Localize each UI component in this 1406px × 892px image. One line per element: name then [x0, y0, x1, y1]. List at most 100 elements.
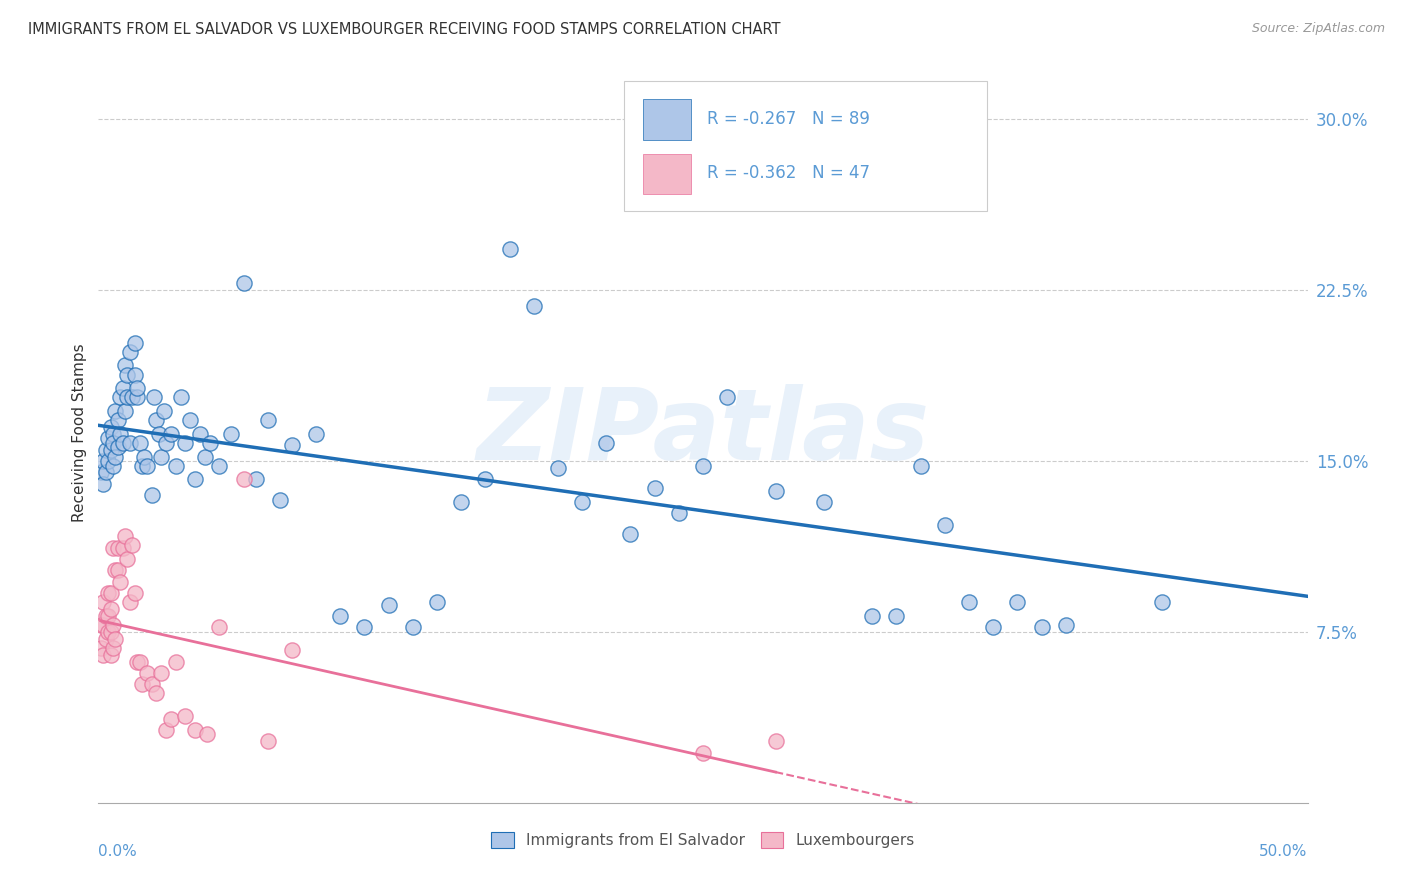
- Point: [402, 620, 425, 634]
- Point: [131, 677, 153, 691]
- Point: [305, 426, 328, 441]
- Point: [100, 420, 122, 434]
- Point: [101, 426, 124, 441]
- Point: [141, 677, 163, 691]
- Point: [195, 727, 218, 741]
- Point: [232, 277, 254, 291]
- Point: [208, 620, 231, 634]
- Point: [886, 609, 908, 624]
- Point: [121, 390, 143, 404]
- Point: [547, 461, 569, 475]
- Point: [90, 618, 112, 632]
- Point: [765, 483, 787, 498]
- Point: [256, 413, 278, 427]
- Point: [910, 458, 932, 473]
- Point: [97, 454, 120, 468]
- Point: [523, 299, 546, 313]
- Point: [169, 390, 191, 404]
- Point: [107, 541, 129, 555]
- Point: [114, 529, 136, 543]
- Point: [90, 466, 112, 480]
- Point: [97, 586, 120, 600]
- Point: [118, 344, 141, 359]
- Point: [208, 458, 231, 473]
- Point: [111, 435, 134, 450]
- Point: [269, 492, 291, 507]
- Point: [148, 426, 170, 441]
- Point: [179, 413, 201, 427]
- Point: [256, 734, 278, 748]
- Point: [131, 458, 153, 473]
- Point: [117, 390, 139, 404]
- Point: [94, 466, 117, 480]
- Point: [184, 472, 207, 486]
- Point: [118, 435, 141, 450]
- Point: [134, 450, 156, 464]
- Point: [114, 404, 136, 418]
- Point: [1031, 620, 1053, 634]
- Point: [595, 435, 617, 450]
- Point: [152, 404, 174, 418]
- Point: [474, 472, 496, 486]
- Point: [174, 435, 197, 450]
- Point: [145, 413, 167, 427]
- Point: [100, 442, 122, 457]
- Text: 0.0%: 0.0%: [98, 844, 138, 858]
- Point: [97, 431, 120, 445]
- Point: [108, 426, 131, 441]
- Point: [101, 640, 124, 655]
- Point: [143, 390, 166, 404]
- Point: [91, 476, 114, 491]
- Point: [135, 458, 157, 473]
- Point: [127, 381, 149, 395]
- Point: [107, 413, 129, 427]
- Point: [104, 450, 127, 464]
- Point: [100, 602, 122, 616]
- Point: [141, 488, 163, 502]
- Point: [100, 624, 122, 639]
- Y-axis label: Receiving Food Stamps: Receiving Food Stamps: [72, 343, 87, 522]
- Point: [100, 586, 122, 600]
- FancyBboxPatch shape: [643, 99, 690, 140]
- Point: [498, 242, 520, 256]
- Point: [198, 435, 221, 450]
- Point: [692, 746, 714, 760]
- Point: [644, 482, 666, 496]
- Point: [155, 723, 177, 737]
- Text: ZIPatlas: ZIPatlas: [477, 384, 929, 481]
- Point: [101, 458, 124, 473]
- Text: R = -0.267   N = 89: R = -0.267 N = 89: [707, 111, 869, 128]
- Point: [97, 609, 120, 624]
- Point: [104, 404, 127, 418]
- Point: [740, 174, 762, 188]
- Point: [107, 441, 129, 455]
- Point: [111, 381, 134, 395]
- Point: [329, 609, 352, 624]
- Point: [145, 686, 167, 700]
- Point: [108, 574, 131, 589]
- Point: [194, 450, 217, 464]
- Point: [934, 517, 956, 532]
- Point: [91, 648, 114, 662]
- Point: [957, 595, 980, 609]
- Point: [860, 609, 883, 624]
- Point: [981, 620, 1004, 634]
- Point: [571, 495, 593, 509]
- Point: [281, 438, 304, 452]
- Point: [108, 390, 131, 404]
- Point: [101, 618, 124, 632]
- Point: [128, 655, 150, 669]
- Point: [1007, 595, 1029, 609]
- Point: [100, 648, 122, 662]
- Point: [117, 368, 139, 382]
- Text: Source: ZipAtlas.com: Source: ZipAtlas.com: [1251, 22, 1385, 36]
- Point: [90, 640, 112, 655]
- Point: [124, 586, 146, 600]
- Point: [114, 359, 136, 373]
- Point: [281, 643, 304, 657]
- Text: R = -0.362   N = 47: R = -0.362 N = 47: [707, 164, 870, 183]
- Text: IMMIGRANTS FROM EL SALVADOR VS LUXEMBOURGER RECEIVING FOOD STAMPS CORRELATION CH: IMMIGRANTS FROM EL SALVADOR VS LUXEMBOUR…: [28, 22, 780, 37]
- Point: [184, 723, 207, 737]
- Point: [94, 632, 117, 646]
- Point: [716, 390, 738, 404]
